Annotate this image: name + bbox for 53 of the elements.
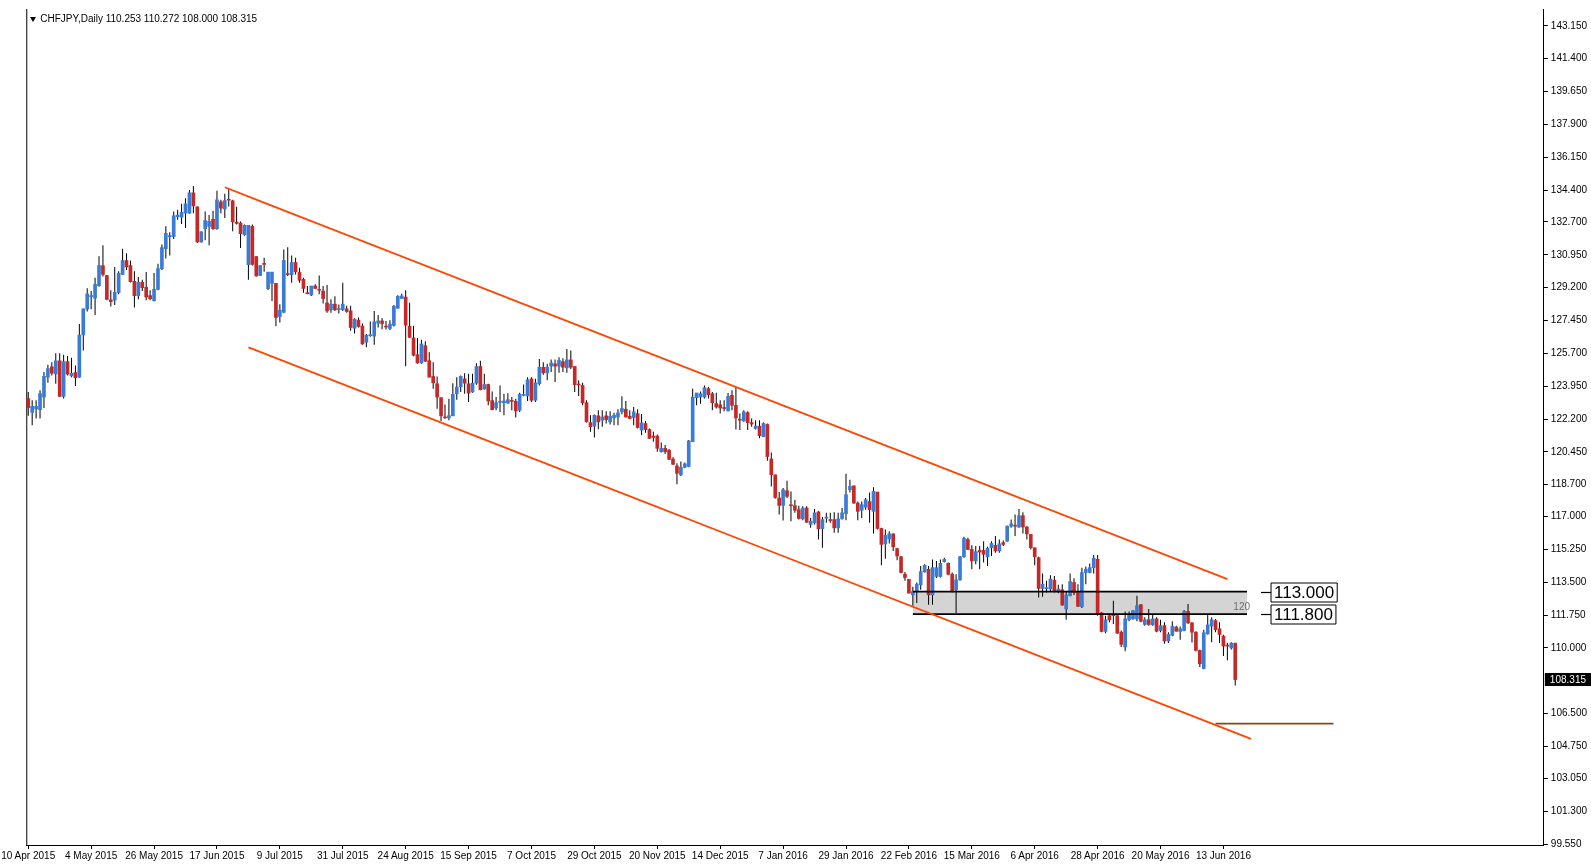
y-tick-label: 122.200 xyxy=(1550,412,1588,424)
x-tick-label: 31 Jul 2015 xyxy=(316,849,370,861)
candlestick xyxy=(498,385,502,412)
y-tick-label: 125.700 xyxy=(1550,347,1588,359)
y-tick-label: 113.500 xyxy=(1550,576,1587,588)
candlestick xyxy=(285,247,290,277)
x-tick-label: 15 Mar 2016 xyxy=(943,849,1001,861)
y-tick-label: 117.000 xyxy=(1550,510,1587,522)
y-tick-label: 136.150 xyxy=(1550,151,1588,162)
y-tick-label: 130.950 xyxy=(1550,248,1588,260)
chart-title: CHFJPY,Daily 110.253 110.272 108.000 108.315 xyxy=(40,12,258,24)
y-tick-label: 103.050 xyxy=(1550,772,1588,784)
x-tick-label: 22 Feb 2016 xyxy=(880,849,938,861)
y-tick-label: 127.450 xyxy=(1550,314,1588,326)
x-tick-label: 15 Sep 2015 xyxy=(440,849,498,861)
y-tick-label: 132.700 xyxy=(1550,215,1588,227)
y-tick-label: 134.400 xyxy=(1550,183,1588,195)
y-tick-label: 129.200 xyxy=(1550,281,1588,293)
x-tick-label: 10 Apr 2015 xyxy=(1,849,56,861)
x-tick-label: 17 Jun 2015 xyxy=(189,849,245,861)
x-tick-label: 4 May 2015 xyxy=(65,849,118,861)
x-tick-label: 13 Jun 2016 xyxy=(1195,849,1252,861)
y-tick-label: 123.950 xyxy=(1550,379,1588,391)
x-tick-label: 29 Oct 2015 xyxy=(567,849,623,861)
y-tick-label: 141.400 xyxy=(1550,52,1588,64)
x-tick-label: 29 Jan 2016 xyxy=(818,849,874,861)
y-tick-label: 137.900 xyxy=(1550,118,1588,130)
text: 108.315 xyxy=(1549,673,1587,685)
x-tick-label: 7 Jan 2016 xyxy=(758,849,809,861)
legend-label: 111.800 xyxy=(1274,605,1333,625)
x-tick-label: 7 Oct 2015 xyxy=(507,849,557,861)
x-tick-label: 24 Aug 2015 xyxy=(377,849,435,861)
y-tick-label: 99.550 xyxy=(1550,837,1582,849)
x-tick-label: 20 May 2016 xyxy=(1131,849,1190,861)
legend-label: 113.000 xyxy=(1274,583,1335,603)
y-tick-label: 104.750 xyxy=(1550,740,1588,752)
x-tick-label: 14 Dec 2015 xyxy=(691,849,749,861)
x-tick-label: 20 Nov 2015 xyxy=(628,849,687,861)
candlestick xyxy=(789,491,793,522)
y-tick-label: 118.700 xyxy=(1550,478,1587,490)
y-tick-label: 111.750 xyxy=(1550,608,1586,620)
x-tick-label: 28 Apr 2016 xyxy=(1070,849,1126,861)
y-tick-label: 143.150 xyxy=(1550,19,1588,31)
x-tick-label: 9 Jul 2015 xyxy=(256,849,304,861)
y-tick-label: 110.000 xyxy=(1550,641,1587,653)
y-tick-label: 101.300 xyxy=(1550,804,1588,816)
y-tick-label: 139.650 xyxy=(1550,85,1588,97)
x-tick-label: 6 Apr 2016 xyxy=(1010,849,1060,861)
y-tick-label: 120.450 xyxy=(1550,445,1588,457)
y-tick-label: 106.500 xyxy=(1550,707,1588,719)
y-tick-label: 115.250 xyxy=(1550,543,1587,555)
annotation: 120 xyxy=(1233,600,1251,612)
x-tick-label: 26 May 2015 xyxy=(125,849,184,861)
